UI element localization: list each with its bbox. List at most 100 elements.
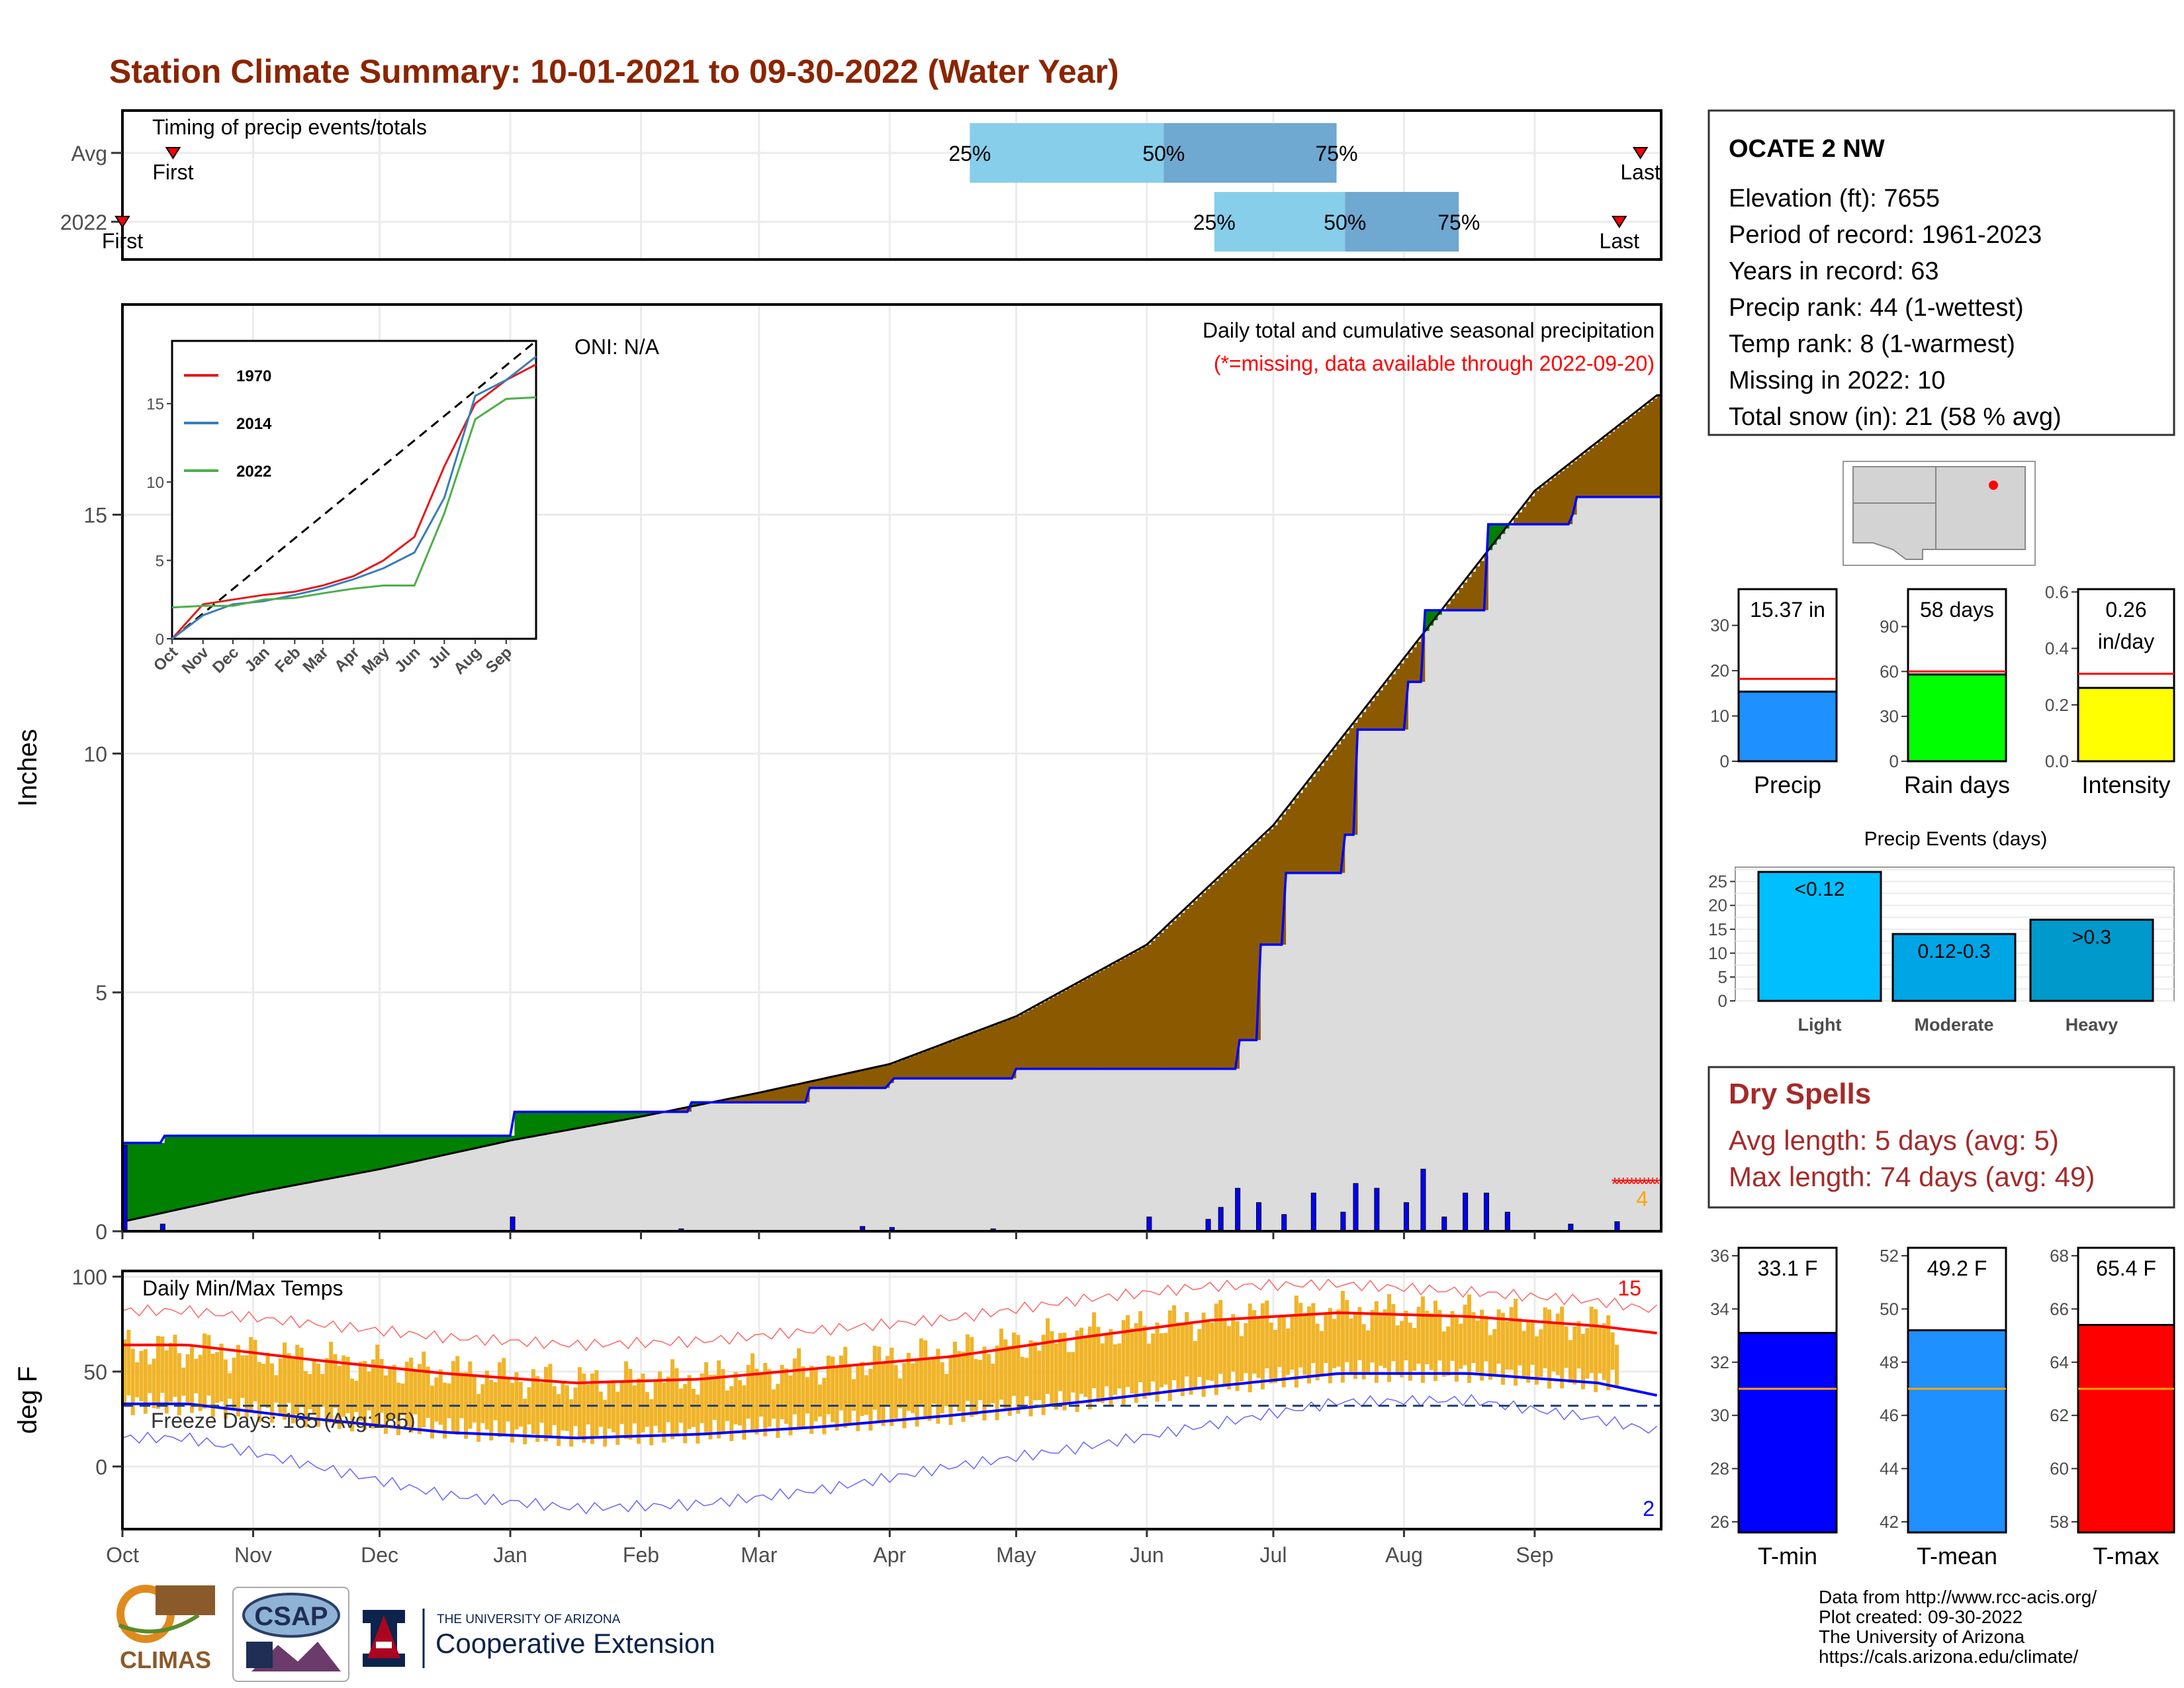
bar-y-tick-label: 44	[1880, 1459, 1899, 1479]
station-line: Temp rank: 8 (1-warmest)	[1729, 330, 2015, 358]
bar-y-tick-label: 60	[2050, 1459, 2069, 1479]
value-bar	[1737, 690, 1838, 763]
event-bar-label: <0.12	[1795, 878, 1845, 900]
precip-events-chart: Precip Events (days) 0 5 10 15 20 25 <0.12 Ligh…	[1708, 828, 2175, 1035]
event-category-label: Light	[1798, 1015, 1842, 1035]
missing-day-marker: *	[1641, 1174, 1648, 1194]
bar-y-tick-label: 68	[2050, 1246, 2069, 1266]
month-tick-label: Jan	[493, 1543, 527, 1567]
bar-value-label: in/day	[2098, 630, 2154, 653]
ua-small-text: THE UNIVERSITY OF ARIZONA	[437, 1613, 621, 1626]
inset-y-tick-label: 10	[146, 474, 164, 492]
last-event-marker	[1632, 147, 1649, 160]
station-line: Elevation (ft): 7655	[1729, 185, 1940, 212]
timing-quantile-label: 50%	[1142, 142, 1185, 165]
missing-day-marker: *	[1611, 1174, 1618, 1194]
temp-series-line	[122, 1311, 1657, 1385]
daily-precip-bar	[1235, 1188, 1241, 1232]
month-tick-label: Jul	[1260, 1543, 1287, 1567]
bar-category-label: T-mean	[1917, 1542, 1997, 1570]
daily-precip-bar	[1255, 1202, 1261, 1232]
bar-y-tick-label: 0.4	[2045, 639, 2069, 659]
timing-quantile-label: 25%	[1193, 211, 1236, 234]
dry-spells-box: Dry Spells Avg length: 5 days (avg: 5) M…	[1707, 1066, 2175, 1209]
daily-precip-bar	[1614, 1221, 1620, 1232]
missing-day-marker: *	[1619, 1174, 1627, 1194]
month-tick-label: Oct	[106, 1543, 139, 1567]
timing-bar-q25-q50	[970, 123, 1164, 183]
bar-value-label: 0.26	[2105, 598, 2146, 622]
csap-logo-text: CSAP	[254, 1602, 328, 1631]
month-tick-label: Jun	[1130, 1543, 1164, 1567]
event-bar	[2029, 918, 2154, 1002]
bar-y-tick-label: 50	[1880, 1299, 1899, 1319]
daily-precip-bar	[1374, 1188, 1380, 1232]
station-line: Missing in 2022: 10	[1729, 367, 1945, 395]
first-event-marker	[114, 216, 130, 228]
climas-logo: CLIMAS	[116, 1585, 215, 1673]
value-bar	[1737, 1332, 1838, 1534]
bar-y-tick-label: 46	[1880, 1405, 1899, 1425]
temp-y-tick-label: 0	[95, 1455, 107, 1479]
daily-precip-bar	[1463, 1192, 1469, 1232]
bar-category-label: T-max	[2093, 1542, 2159, 1570]
missing-day-marker: *	[1624, 1174, 1631, 1194]
bar-value-label: 33.1 F	[1758, 1256, 1818, 1280]
precip-y-axis-label: Inches	[13, 729, 42, 807]
csap-logo: CSAP	[232, 1587, 349, 1682]
missing-day-marker: *	[1628, 1174, 1635, 1194]
data-note: https://cals.arizona.edu/climate/	[1819, 1646, 2078, 1667]
bar-y-tick-label: 10	[1710, 706, 1729, 726]
precip-bar-chart: 0 10 20 30 15.37 in Precip	[1710, 588, 1838, 798]
precip-y-tick-label: 0	[95, 1220, 107, 1244]
temp-series-line	[122, 1372, 1658, 1440]
events-y-tick-label: 10	[1708, 943, 1727, 963]
t-mean-bar-chart: 42 44 46 48 50 52 49.2 F T-mean	[1880, 1246, 2007, 1570]
rain-days-bar-chart: 0 30 60 90 58 days Rain days	[1880, 588, 2010, 798]
missing-day-marker: *	[1632, 1174, 1639, 1194]
data-note: Plot created: 09-30-2022	[1819, 1607, 2023, 1627]
station-line: Period of record: 1961-2023	[1729, 221, 2042, 249]
daily-precip-bar	[1353, 1183, 1359, 1232]
station-location-marker	[1989, 481, 1998, 490]
data-note: The University of Arizona	[1819, 1626, 2025, 1647]
station-line: Total snow (in): 21 (58 % avg)	[1729, 403, 2062, 431]
bar-y-tick-label: 20	[1710, 661, 1729, 680]
record-low-count: 2	[1643, 1497, 1655, 1521]
timing-title: Timing of precip events/totals	[152, 115, 427, 139]
daily-precip-bar	[510, 1216, 516, 1232]
bar-y-tick-label: 64	[2050, 1352, 2069, 1372]
temp-y-tick-label: 100	[72, 1266, 107, 1289]
event-bar	[1757, 870, 1882, 1002]
month-tick-label: Nov	[234, 1543, 272, 1567]
event-bar	[1891, 933, 2017, 1002]
precip-y-tick-label: 5	[95, 981, 107, 1005]
temp-series-line	[122, 1393, 1658, 1515]
bar-y-tick-label: 0.6	[2045, 582, 2069, 602]
bar-y-tick-label: 58	[2050, 1512, 2069, 1532]
t-max-bar-chart: 58 60 62 64 66 68 65.4 F T-max	[2050, 1246, 2175, 1570]
bar-y-tick-label: 42	[1880, 1512, 1899, 1532]
timing-quantile-label: 75%	[1437, 211, 1480, 234]
month-tick-label: Sep	[1516, 1543, 1553, 1567]
missing-day-marker: *	[1645, 1174, 1652, 1194]
value-bar	[1907, 673, 2007, 763]
t-min-bar-chart: 26 28 30 32 34 36 33.1 F T-min	[1710, 1246, 1838, 1570]
bar-value-label: 49.2 F	[1927, 1256, 1987, 1280]
timing-row-label-2022: 2022	[60, 211, 107, 234]
timing-panel: Timing of precip events/totals Avg 2022 …	[60, 109, 1662, 261]
daily-precip-bar	[1205, 1219, 1211, 1232]
freeze-days-label: Freeze Days: 165 (Avg:185)	[151, 1409, 416, 1432]
record-high-count: 15	[1617, 1276, 1641, 1300]
bar-y-tick-label: 0.0	[2045, 751, 2069, 771]
daily-precip-bar	[1218, 1207, 1224, 1232]
first-event-label: First	[102, 229, 143, 253]
event-category-label: Heavy	[2066, 1015, 2118, 1035]
timing-bar-q50-q75	[1345, 192, 1459, 252]
temp-panel-title: Daily Min/Max Temps	[142, 1276, 343, 1300]
timing-quantile-label: 50%	[1324, 211, 1366, 234]
event-category-label: Moderate	[1914, 1015, 1993, 1035]
bar-value-label: 65.4 F	[2096, 1256, 2156, 1280]
dry-spells-max: Max length: 74 days (avg: 49)	[1729, 1161, 2095, 1192]
inset-y-tick-label: 5	[156, 553, 164, 571]
